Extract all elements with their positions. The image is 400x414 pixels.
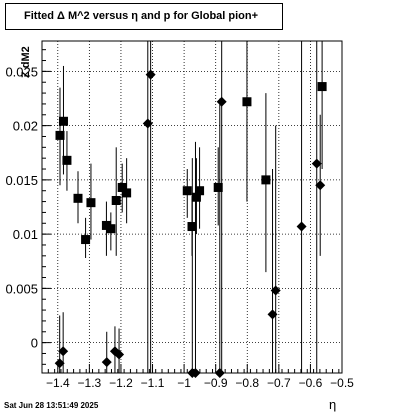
chart-title: Fitted Δ M^2 versus η and p for Global p…: [5, 3, 283, 30]
diamond-marker: [216, 96, 227, 107]
square-marker: [111, 195, 121, 205]
diamond-marker: [54, 358, 65, 369]
square-marker: [73, 193, 83, 203]
diamond-marker: [267, 309, 278, 320]
square-marker: [261, 175, 271, 185]
data-points: [54, 69, 327, 378]
timestamp: Sat Jun 28 13:51:49 2025: [4, 401, 99, 410]
plot-frame: [41, 40, 343, 374]
square-marker: [191, 192, 201, 202]
x-tick-label: −1.2: [109, 376, 133, 390]
square-marker: [55, 130, 65, 140]
square-marker: [187, 222, 197, 232]
square-marker: [58, 116, 68, 126]
y-tick-label: 0.025: [5, 64, 38, 79]
diamond-marker: [270, 285, 281, 296]
square-marker: [86, 198, 96, 208]
x-tick-label: −1.4: [46, 376, 70, 390]
y-tick-label: 0.005: [5, 281, 38, 296]
square-marker: [317, 82, 327, 92]
square-marker: [213, 182, 223, 192]
y-tick-label: 0.015: [5, 173, 38, 188]
diamond-marker: [315, 180, 326, 191]
square-marker: [195, 186, 205, 196]
y-tick-label: 0.02: [13, 119, 38, 134]
x-tick-label: −0.7: [267, 376, 291, 390]
x-tick-label: −0.5: [330, 376, 354, 390]
diamond-marker: [58, 346, 69, 357]
y-axis-label: Z dM2: [20, 46, 32, 78]
x-tick-label: −1: [177, 376, 191, 390]
y-tick-label: 0.01: [13, 227, 38, 242]
x-axis-label: η: [329, 397, 337, 412]
x-tick-label: −0.6: [299, 376, 323, 390]
square-marker: [62, 155, 72, 165]
diamond-marker: [142, 118, 153, 129]
diamond-marker: [101, 357, 112, 368]
x-tick-label: −0.8: [235, 376, 259, 390]
square-marker: [117, 182, 127, 192]
y-tick-label: 0: [31, 336, 38, 351]
square-marker: [81, 235, 91, 245]
square-marker: [242, 97, 252, 107]
diamond-marker: [114, 349, 125, 360]
diamond-marker: [296, 221, 307, 232]
diamond-marker: [311, 158, 322, 169]
tick-labels: −1.4 −1.3 −1.2 −1.1 −1 −0.9 −0.8 −0.7 −0.6 −0.5 0 0…: [5, 64, 354, 390]
diamond-marker: [145, 69, 156, 80]
x-tick-label: −1.3: [78, 376, 102, 390]
x-tick-label: −1.1: [141, 376, 165, 390]
square-marker: [182, 186, 192, 196]
square-marker: [122, 188, 132, 198]
error-bars: [59, 41, 323, 373]
x-tick-label: −0.9: [204, 376, 228, 390]
axis-ticks: [41, 49, 343, 373]
y-axis-label-main: Z dM2: [20, 46, 32, 78]
square-marker: [106, 224, 116, 234]
